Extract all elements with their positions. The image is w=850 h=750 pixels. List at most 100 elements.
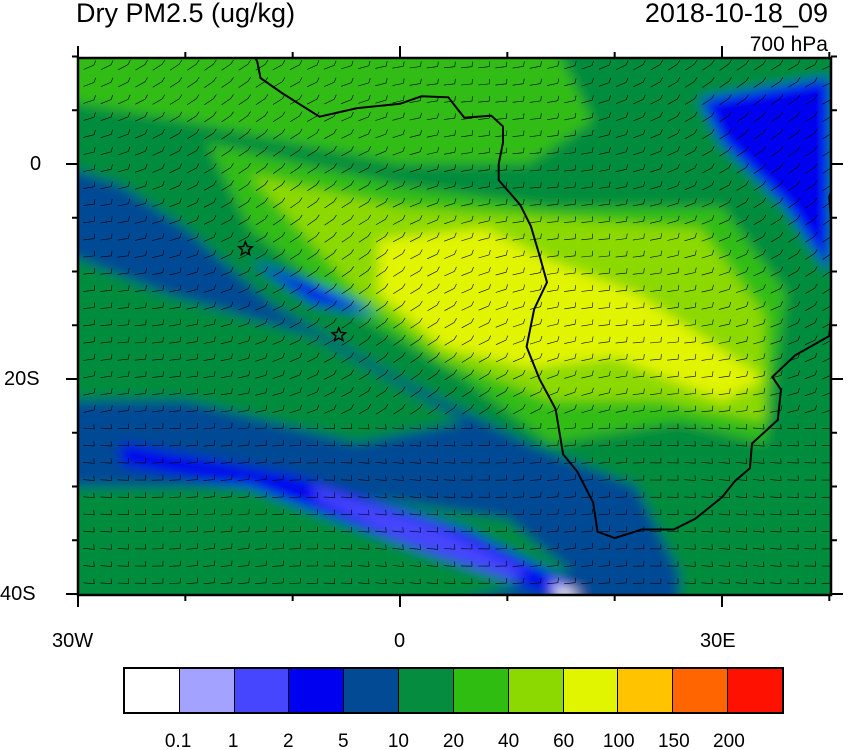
wind-barb	[341, 180, 354, 191]
wind-barb	[443, 113, 456, 120]
wind-barb	[701, 475, 713, 481]
wind-barb	[358, 596, 369, 601]
wind-barb	[615, 353, 628, 361]
wind-barb	[684, 284, 697, 293]
wind-barb	[375, 129, 388, 139]
wind-barb	[461, 130, 473, 138]
wind-barb	[134, 163, 148, 173]
wind-barb	[461, 301, 474, 311]
wind-barb	[289, 457, 301, 464]
wind-barb	[83, 404, 96, 413]
wind-barb	[478, 457, 490, 464]
wind-barb	[272, 560, 284, 567]
wind-barb	[409, 423, 421, 430]
star-marker	[330, 325, 348, 343]
wind-barb	[169, 526, 181, 533]
wind-barb	[718, 353, 731, 361]
wind-barb	[426, 61, 439, 69]
wind-barb	[495, 147, 508, 155]
wind-barb	[237, 457, 250, 464]
wind-barb	[255, 318, 268, 328]
wind-barb	[787, 59, 801, 71]
wind-barb	[341, 249, 354, 260]
wind-barb	[615, 129, 629, 138]
wind-barb	[307, 180, 320, 191]
wind-barb	[306, 578, 318, 584]
wind-barb	[100, 561, 112, 567]
wind-barb	[306, 561, 318, 567]
axis-ticks	[66, 46, 843, 607]
wind-barb	[787, 578, 799, 584]
wind-barb	[100, 77, 114, 87]
wind-barb	[100, 371, 113, 378]
colorbar-label: 2	[282, 731, 294, 750]
wind-barb	[324, 163, 337, 174]
wind-barb	[238, 318, 251, 328]
wind-barb	[718, 267, 732, 276]
wind-barb	[289, 509, 301, 515]
pm25-region	[378, 228, 765, 401]
wind-barb	[770, 353, 783, 362]
wind-barb	[341, 60, 354, 70]
wind-barb	[220, 249, 234, 259]
wind-barb	[255, 266, 268, 277]
wind-barb	[632, 457, 645, 464]
wind-barb	[427, 300, 440, 312]
wind-barb	[615, 181, 628, 189]
wind-barb	[804, 509, 816, 515]
wind-barb	[478, 250, 491, 259]
wind-barb	[667, 302, 680, 310]
wind-barb	[513, 386, 526, 397]
wind-barb	[805, 163, 818, 174]
wind-barb	[83, 319, 96, 327]
wind-barb	[512, 113, 525, 120]
wind-barb	[530, 404, 543, 414]
wind-barb	[272, 387, 285, 396]
wind-barb	[289, 370, 302, 380]
wind-barb	[615, 112, 629, 121]
wind-barb	[340, 509, 353, 516]
wind-barb	[667, 285, 680, 292]
wind-barb	[443, 95, 456, 103]
wind-barb	[324, 128, 337, 139]
wind-barb	[770, 197, 784, 209]
wind-barb	[410, 352, 423, 363]
wind-barb	[546, 491, 559, 499]
wind-barb	[83, 285, 95, 292]
wind-barb	[134, 578, 147, 584]
wind-barb	[393, 369, 406, 381]
wind-barb	[787, 561, 799, 567]
wind-barb	[410, 335, 423, 346]
wind-barb	[254, 560, 267, 567]
wind-barb	[341, 404, 354, 414]
wind-barb	[203, 215, 217, 225]
wind-barb	[529, 95, 542, 103]
wind-barb	[393, 403, 406, 415]
wind-barb	[203, 197, 217, 208]
wind-barb	[204, 77, 217, 88]
wind-barb	[822, 201, 831, 209]
wind-barb	[255, 180, 269, 191]
wind-barb	[804, 318, 818, 328]
wind-barb	[83, 60, 96, 70]
wind-barb	[203, 267, 217, 276]
wind-barb	[186, 491, 198, 498]
wind-barb	[684, 163, 698, 173]
wind-barb	[650, 111, 663, 122]
wind-barb	[512, 164, 525, 172]
wind-barb	[237, 526, 250, 533]
wind-barb	[323, 77, 337, 87]
wind-barb	[564, 95, 577, 104]
wind-barb	[443, 458, 456, 464]
wind-barb	[289, 474, 301, 481]
wind-barb	[495, 96, 508, 103]
wind-barb	[186, 508, 198, 516]
wind-barb	[719, 180, 732, 191]
wind-barb	[255, 353, 268, 362]
wind-barb	[220, 370, 233, 379]
wind-barb	[272, 231, 286, 243]
wind-barb	[684, 198, 697, 208]
wind-barb	[392, 129, 405, 138]
wind-barb	[238, 94, 251, 105]
wind-barb	[684, 232, 697, 242]
